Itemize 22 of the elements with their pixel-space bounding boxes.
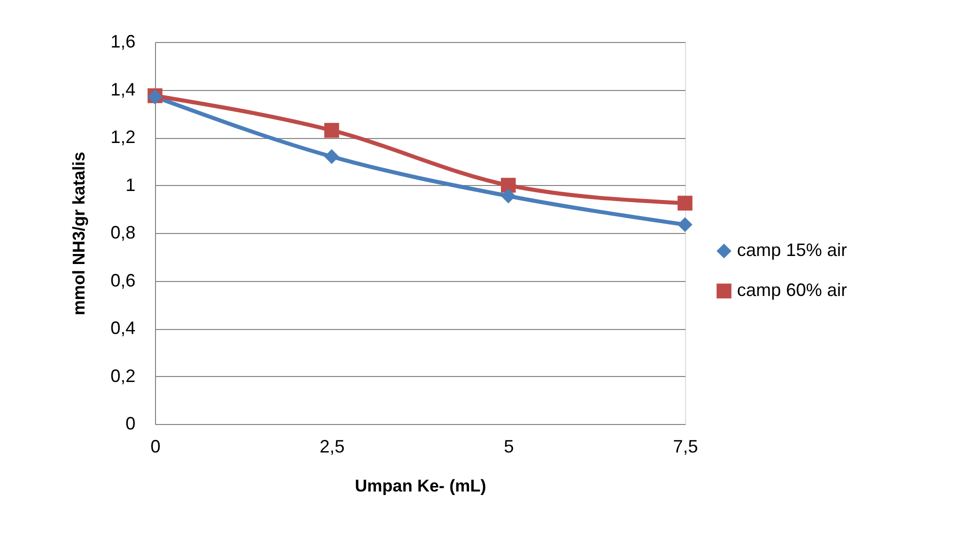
y-tick-label: 1,2 [110, 127, 136, 147]
y-tick-label: 0,8 [110, 222, 136, 242]
y-tick-label: 0 [125, 414, 136, 434]
y-tick-label: 0,6 [110, 270, 136, 290]
y-axis-title: mmol NH3/gr katalis [69, 152, 88, 316]
legend-label: camp 60% air [737, 280, 848, 300]
x-axis-title: Umpan Ke- (mL) [354, 476, 486, 496]
y-tick-label: 0,4 [110, 318, 136, 338]
x-tick-label: 7,5 [672, 436, 698, 456]
point [678, 196, 692, 211]
y-tick-label: 1,6 [110, 32, 136, 52]
point [324, 149, 340, 164]
point [678, 217, 692, 232]
x-tick-label: 2,5 [320, 436, 345, 456]
point [500, 188, 516, 204]
x-tick-label: 0 [150, 436, 161, 456]
y-tick-label: 0,2 [110, 366, 136, 386]
y-tick-label: 1,4 [110, 79, 136, 100]
legend-label: camp 15% air [737, 240, 848, 260]
x-tick-label: 5 [504, 436, 514, 456]
y-tick-label: 1 [125, 174, 136, 195]
point [324, 122, 340, 138]
